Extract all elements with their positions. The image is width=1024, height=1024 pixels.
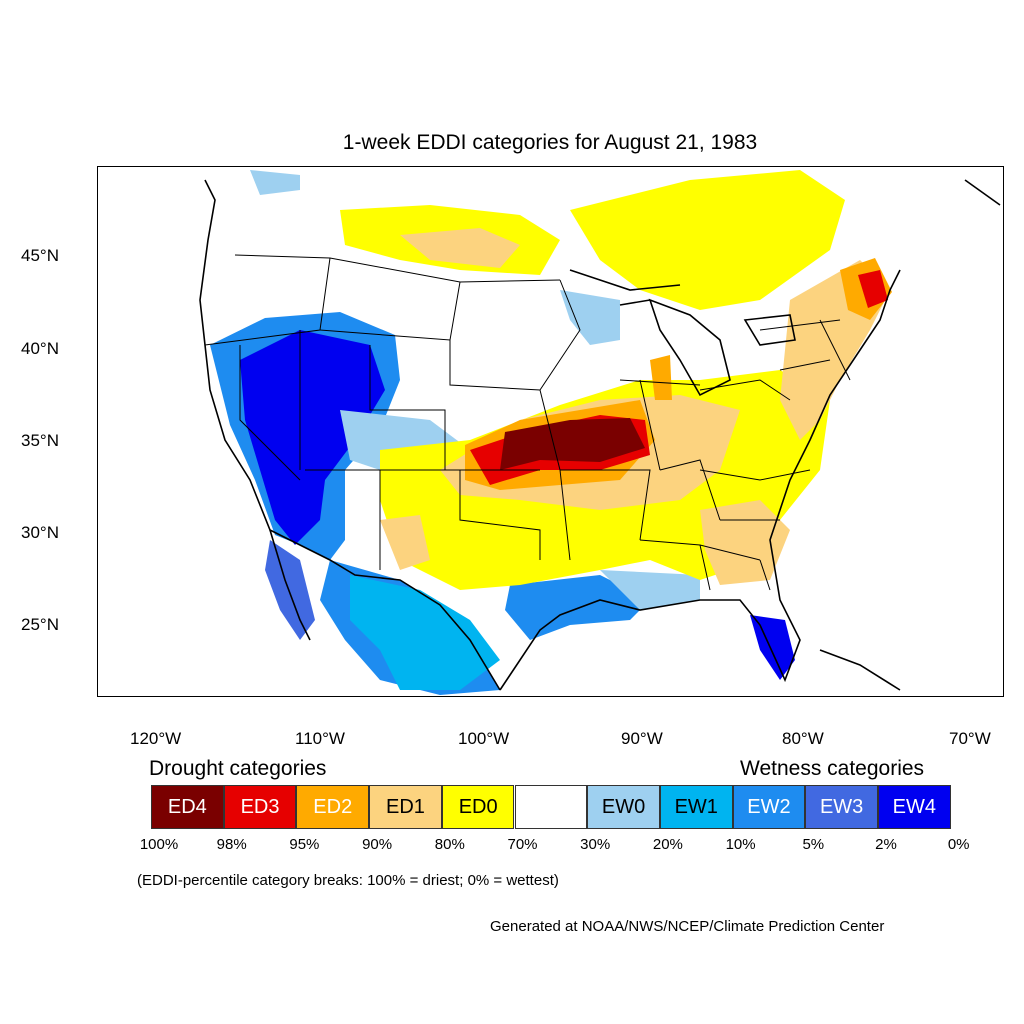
legend-box-ew2: EW2: [732, 785, 806, 829]
lat-label-30: 30°N: [21, 523, 59, 542]
legend-break-label: 100%: [139, 836, 179, 853]
legend-break-label: 5%: [802, 836, 825, 853]
lon-label-100: 100°W: [458, 729, 510, 748]
lat-label-45: 45°N: [21, 246, 59, 265]
map-frame: [97, 166, 1004, 697]
legend-box-ew3: EW3: [805, 785, 878, 829]
wet-region-upper-midwest: [560, 290, 620, 345]
lon-label-90: 90°W: [621, 729, 663, 748]
legend-box-ew1: EW1: [659, 785, 733, 829]
eddi-map: [205, 170, 892, 695]
legend-break-label: 90%: [362, 836, 393, 853]
wet-region-gulf-light: [600, 570, 700, 610]
legend-break-label: 10%: [725, 836, 756, 853]
legend-box-ed3: ED3: [223, 785, 297, 829]
legend-box-ew4: EW4: [878, 785, 951, 829]
legend-break-label: 95%: [289, 836, 320, 853]
legend-break-label: 0%: [947, 836, 970, 853]
wet-region-florida: [750, 615, 795, 680]
legend-box-ed1: ED1: [369, 785, 442, 829]
legend-break-label: 98%: [216, 836, 247, 853]
lon-label-110: 110°W: [295, 729, 345, 748]
drought-region-new-mexico-ed1: [380, 515, 430, 570]
legend-break-label: 2%: [875, 836, 897, 853]
lon-label-80: 80°W: [782, 729, 824, 748]
drought-region-great-lakes: [570, 170, 845, 310]
lat-label-25: 25°N: [21, 615, 59, 634]
legend-box-ed0: ED0: [441, 785, 515, 829]
wet-region-gulf: [505, 575, 650, 640]
wet-region-north: [250, 170, 300, 195]
state-boundaries: [204, 254, 851, 591]
lat-label-35: 35°N: [21, 431, 59, 450]
map-title: 1-week EDDI categories for August 21, 19…: [342, 131, 758, 154]
legend-break-label: 20%: [652, 836, 683, 853]
legend-box-ed2: ED2: [296, 785, 370, 829]
wet-region-baja: [265, 540, 315, 640]
lon-label-120: 120°W: [130, 729, 182, 748]
lat-label-40: 40°N: [21, 339, 59, 358]
legend-break-label: 70%: [507, 836, 538, 853]
legend-box-normal: [514, 785, 588, 829]
lon-label-70: 70°W: [949, 729, 991, 748]
drought-legend-heading: Drought categories: [149, 757, 327, 780]
drought-region-maine-ed3: [858, 270, 888, 308]
drought-region-northern-plains-ed1: [400, 228, 520, 268]
coastlines: [199, 179, 1001, 691]
drought-region-michigan-ed2: [650, 355, 672, 400]
wet-region-mexico-light: [350, 575, 500, 690]
category-note: (EDDI-percentile category breaks: 100% =…: [137, 872, 559, 889]
credit-text: Generated at NOAA/NWS/NCEP/Climate Predi…: [490, 918, 885, 935]
legend-break-label: 80%: [434, 836, 465, 853]
drought-region-southeast-ed1: [700, 500, 790, 585]
wetness-legend-heading: Wetness categories: [740, 757, 925, 780]
legend-box-ed4: ED4: [151, 785, 224, 829]
legend-box-ew0: EW0: [587, 785, 660, 829]
wet-region-great-basin: [240, 330, 385, 545]
legend-break-label: 30%: [580, 836, 611, 853]
drought-region-central-ed4: [500, 418, 645, 470]
